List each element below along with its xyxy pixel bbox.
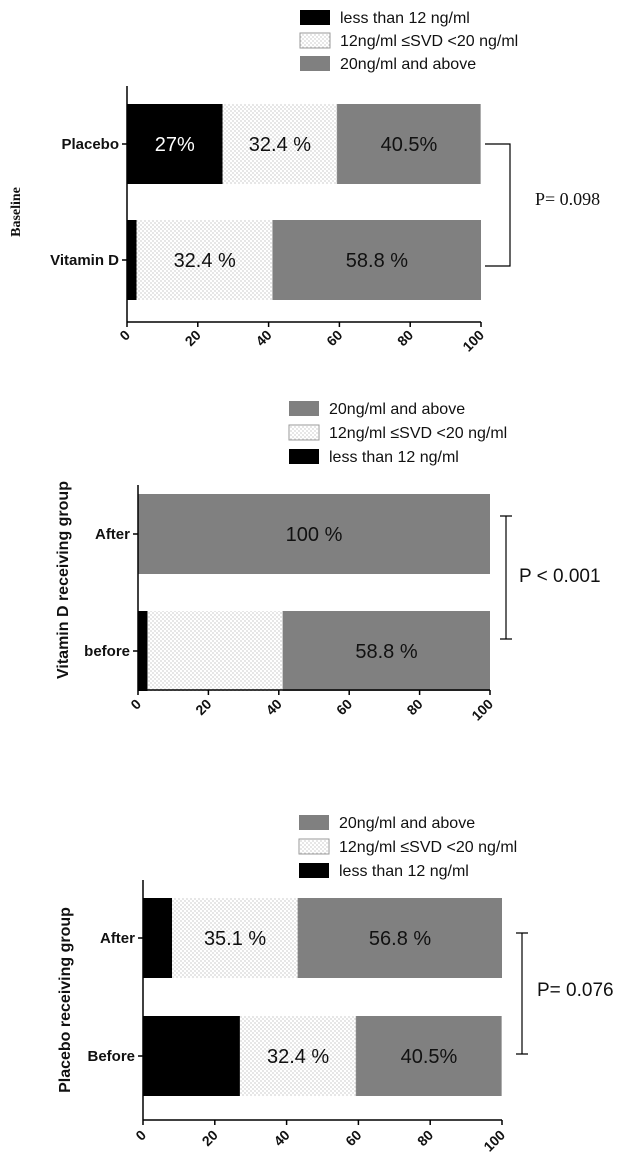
bar-segment <box>222 104 338 184</box>
significance-bracket <box>485 143 511 267</box>
x-tick-label: 60 <box>333 696 355 718</box>
data-label: 40.5% <box>381 134 438 156</box>
legend-swatch <box>289 449 319 464</box>
x-tick-label: 80 <box>403 696 425 718</box>
legend-label: less than 12 ng/ml <box>340 10 470 27</box>
bar-segment <box>136 220 273 300</box>
data-label: 35.1 % <box>204 928 266 950</box>
category-label: Before <box>87 1048 135 1065</box>
x-tick-label: 0 <box>127 696 144 713</box>
legend-swatch <box>298 838 330 855</box>
bar-segment <box>172 898 299 978</box>
panel-title: Baseline <box>9 187 24 237</box>
x-tick-label: 0 <box>116 327 133 344</box>
data-label: 58.8 % <box>355 641 417 663</box>
bar-segment <box>138 494 490 574</box>
data-label: 32.4 % <box>249 134 311 156</box>
p-value-label: P= 0.098 <box>535 189 600 209</box>
chart-panel-2: 20ng/ml and above 12ng/ml ≤SVD <20 ng/ml l… <box>57 815 614 1153</box>
x-tick-label: 20 <box>199 1127 221 1149</box>
category-label: After <box>100 930 135 947</box>
data-label: 32.4 % <box>267 1046 329 1068</box>
legend-swatch <box>299 863 329 878</box>
data-label: 100 % <box>286 524 343 546</box>
panel-title: Placebo receiving group <box>57 907 74 1093</box>
legend-label: less than 12 ng/ml <box>329 449 459 466</box>
data-label: 27% <box>155 134 195 156</box>
p-value-label: P= 0.076 <box>537 980 614 1001</box>
legend-swatch <box>300 10 330 25</box>
x-tick-label: 80 <box>394 327 416 349</box>
bar-segment <box>127 104 223 184</box>
x-tick-label: 60 <box>323 327 345 349</box>
x-tick-label: 60 <box>342 1127 364 1149</box>
x-tick-label: 80 <box>414 1127 436 1149</box>
legend-label: 20ng/ml and above <box>340 56 476 73</box>
bar-segment <box>127 220 137 300</box>
bar-segment <box>239 1016 357 1096</box>
bar-segment <box>143 1016 240 1096</box>
significance-bracket <box>516 932 528 1055</box>
bar-segment <box>298 898 502 978</box>
legend-label: less than 12 ng/ml <box>339 863 469 880</box>
x-tick-label: 40 <box>263 696 285 718</box>
data-label: 58.8 % <box>346 250 408 272</box>
bar-segment <box>283 611 490 691</box>
category-label: After <box>95 526 130 543</box>
legend-swatch <box>300 56 330 71</box>
legend-swatch <box>299 32 331 49</box>
bar-segment <box>143 898 173 978</box>
x-tick-label: 100 <box>468 696 496 724</box>
category-label: before <box>84 643 130 660</box>
bar-segment <box>138 611 148 691</box>
legend-swatch <box>289 401 319 416</box>
legend-label: 12ng/ml ≤SVD <20 ng/ml <box>339 839 517 856</box>
x-tick-label: 100 <box>480 1127 508 1153</box>
legend-label: 20ng/ml and above <box>339 815 475 832</box>
x-tick-label: 20 <box>182 327 204 349</box>
x-tick-label: 0 <box>132 1127 149 1144</box>
x-tick-label: 20 <box>192 696 214 718</box>
legend-label: 12ng/ml ≤SVD <20 ng/ml <box>329 425 507 442</box>
bar-segment <box>272 220 481 300</box>
x-tick-label: 40 <box>270 1127 292 1149</box>
significance-bracket <box>500 515 512 640</box>
bar-segment <box>356 1016 502 1096</box>
category-label: Placebo <box>61 136 119 153</box>
legend-label: 20ng/ml and above <box>329 401 465 418</box>
panel-title: Vitamin D receiving group <box>55 481 72 679</box>
bar-segment <box>337 104 481 184</box>
category-label: Vitamin D <box>50 252 119 269</box>
legend-label: 12ng/ml ≤SVD <20 ng/ml <box>340 33 518 50</box>
chart-panel-0: less than 12 ng/ml 12ng/ml ≤SVD <20 ng/ml… <box>9 10 600 355</box>
data-label: 40.5% <box>401 1046 458 1068</box>
bar-segment <box>147 611 284 691</box>
chart-panel-1: 20ng/ml and above 12ng/ml ≤SVD <20 ng/ml l… <box>55 401 601 724</box>
data-label: 32.4 % <box>174 250 236 272</box>
legend-swatch <box>299 815 329 830</box>
p-value-label: P < 0.001 <box>519 566 601 587</box>
data-label: 56.8 % <box>369 928 431 950</box>
x-tick-label: 100 <box>459 327 487 355</box>
x-tick-label: 40 <box>252 327 274 349</box>
legend-swatch <box>288 424 320 441</box>
